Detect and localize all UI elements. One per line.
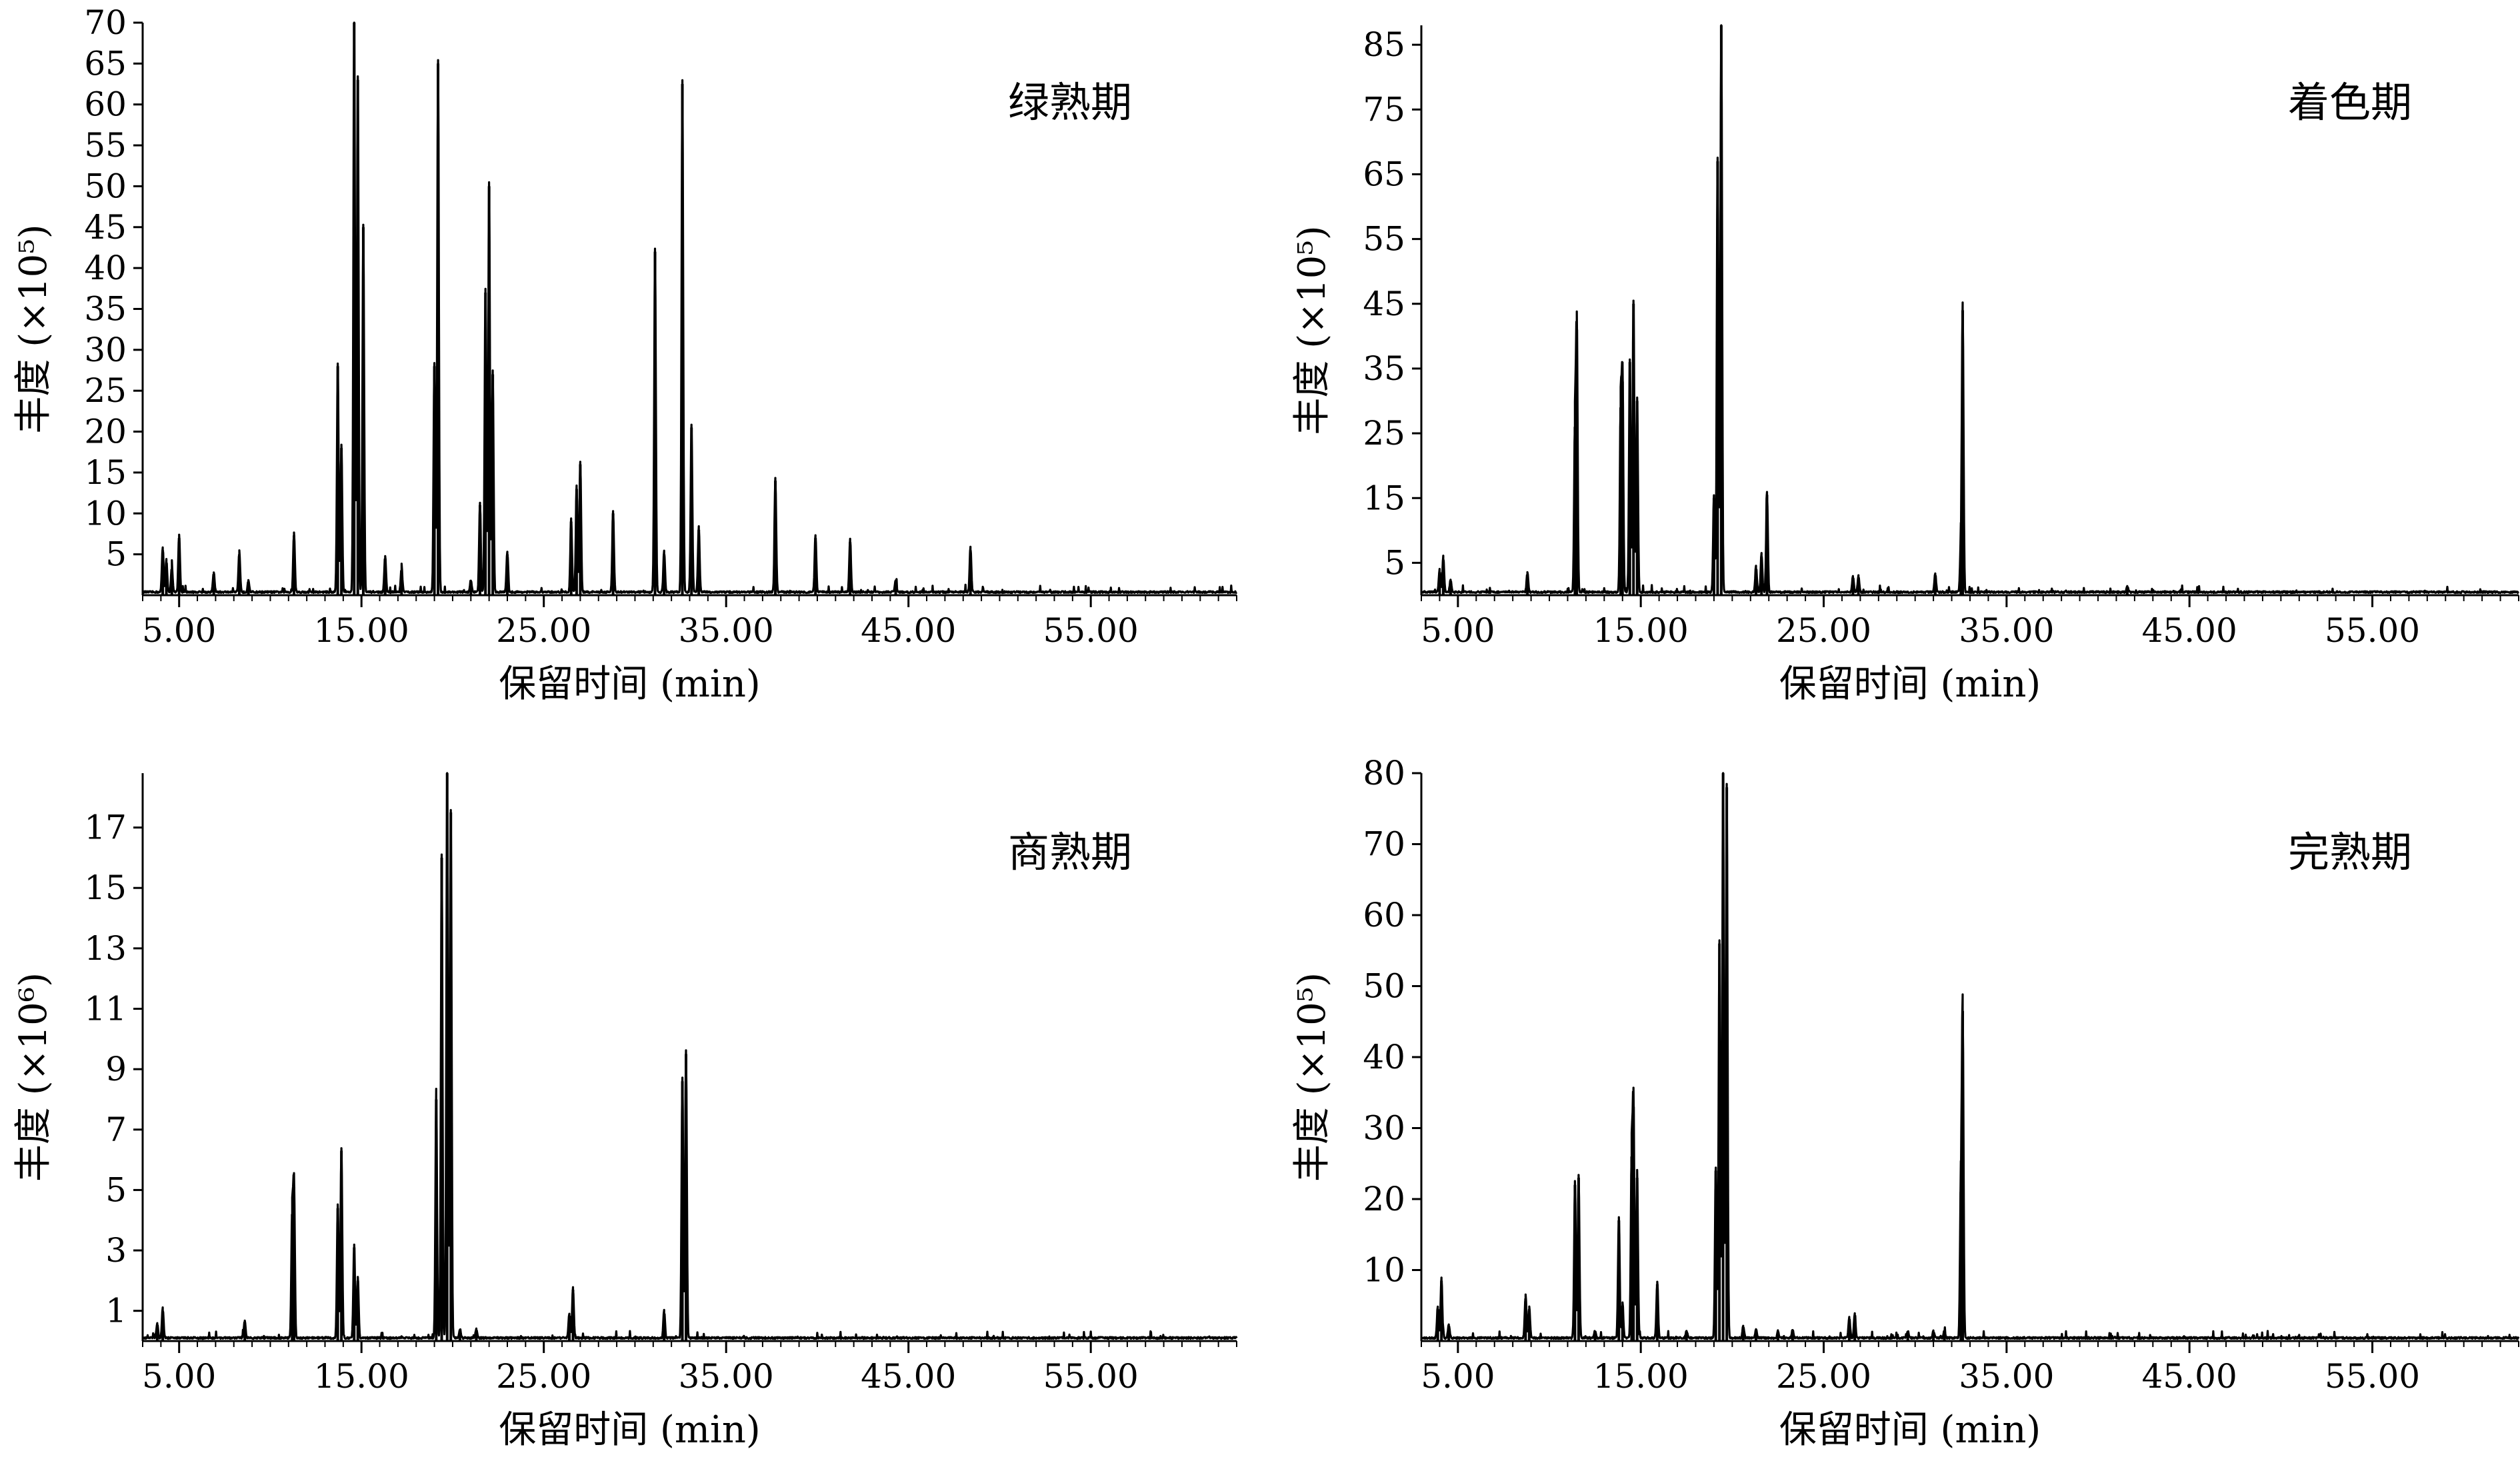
panel-title: 绿熟期 [1008, 78, 1132, 127]
y-axis-title: 丰度 (×10⁵) [1291, 972, 1334, 1182]
x-tick-label: 35.00 [1959, 1357, 2054, 1396]
y-tick-label: 35 [84, 290, 127, 329]
y-tick-label: 20 [84, 413, 127, 451]
y-tick-label: 40 [1363, 1038, 1405, 1076]
x-tick-label: 55.00 [2325, 1357, 2420, 1396]
x-tick-label: 45.00 [861, 611, 956, 650]
panel-title: 着色期 [2288, 78, 2412, 127]
x-tick-label: 35.00 [679, 1357, 774, 1396]
y-tick-label: 5 [1384, 543, 1405, 582]
panel-title: 完熟期 [2288, 828, 2412, 876]
y-tick-label: 55 [1363, 220, 1405, 259]
x-tick-label: 5.00 [142, 611, 216, 650]
panel-color-turning: 5 15 25 35 45 55 65 75 85 5.00 15.00 25.00 35.00 45.0… [1291, 24, 2519, 706]
x-tick-label: 15.00 [1593, 611, 1689, 650]
chromatogram-trace [141, 21, 1238, 595]
x-tick-label: 15.00 [1593, 1357, 1689, 1396]
y-tick-label: 60 [1363, 896, 1405, 934]
y-tick-label: 25 [1363, 414, 1405, 453]
y-tick-label: 15 [1363, 479, 1405, 517]
y-tick-label: 30 [1363, 1109, 1405, 1148]
x-tick-label: 35.00 [679, 611, 774, 650]
y-axis-title: 丰度 (×10⁵) [1291, 225, 1334, 435]
y-tick-label: 15 [84, 453, 127, 492]
y-tick-label: 60 [84, 85, 127, 124]
y-tick-label: 11 [84, 989, 127, 1028]
y-tick-label: 25 [84, 371, 127, 410]
x-tick-label: 45.00 [2142, 611, 2237, 650]
x-tick-label: 45.00 [2142, 1357, 2237, 1396]
y-tick-label: 17 [84, 808, 127, 847]
y-tick-label: 75 [1363, 90, 1405, 129]
y-tick-label: 45 [84, 208, 127, 247]
x-tick-label: 25.00 [496, 611, 591, 650]
y-tick-label: 50 [1363, 967, 1405, 1006]
y-tick-label: 13 [84, 929, 127, 968]
x-tick-label: 55.00 [1043, 1357, 1139, 1396]
y-tick-label: 85 [1363, 25, 1405, 64]
y-tick-label: 5 [105, 1170, 127, 1209]
y-tick-label: 30 [84, 331, 127, 369]
panel-title: 商熟期 [1008, 828, 1132, 876]
y-tick-label: 20 [1363, 1180, 1405, 1218]
x-axis-title: 保留时间 (min) [1779, 663, 2041, 706]
x-tick-label: 5.00 [1421, 1357, 1495, 1396]
x-tick-label: 55.00 [2325, 611, 2420, 650]
x-tick-label: 25.00 [1776, 611, 1871, 650]
x-tick-label: 55.00 [1043, 611, 1139, 650]
x-axis-title: 保留时间 (min) [1779, 1408, 2041, 1452]
y-tick-label: 55 [84, 126, 127, 165]
x-tick-label: 35.00 [1959, 611, 2054, 650]
y-tick-label: 35 [1363, 349, 1405, 388]
x-tick-label: 25.00 [1776, 1357, 1871, 1396]
y-tick-label: 50 [84, 167, 127, 205]
y-tick-label: 1 [105, 1292, 127, 1330]
x-axis-title: 保留时间 (min) [499, 663, 761, 706]
x-tick-label: 15.00 [314, 611, 409, 650]
y-tick-label: 15 [84, 868, 127, 907]
y-tick-label: 10 [1363, 1251, 1405, 1290]
y-tick-label: 70 [84, 3, 127, 42]
x-tick-label: 5.00 [142, 1357, 216, 1396]
y-tick-label: 80 [1363, 754, 1405, 792]
x-tick-label: 25.00 [496, 1357, 591, 1396]
y-axis-title: 丰度 (×10⁵) [12, 224, 55, 433]
y-tick-label: 7 [105, 1110, 127, 1149]
y-tick-label: 9 [105, 1050, 127, 1088]
y-axis-title: 丰度 (×10⁶) [12, 972, 55, 1182]
x-tick-label: 45.00 [861, 1357, 956, 1396]
x-axis-title: 保留时间 (min) [499, 1408, 761, 1452]
x-tick-label: 15.00 [314, 1357, 409, 1396]
y-tick-label: 5 [105, 535, 127, 574]
y-tick-label: 70 [1363, 825, 1405, 864]
x-tick-label: 5.00 [1421, 611, 1495, 650]
chromatogram-trace [1420, 24, 2519, 595]
y-tick-label: 65 [84, 44, 127, 83]
y-tick-label: 3 [105, 1231, 127, 1270]
y-tick-label: 10 [84, 494, 127, 533]
y-tick-label: 65 [1363, 155, 1405, 193]
panel-full-mature: 10 20 30 40 50 60 70 80 5.00 15.00 25.00 35.00 45.00… [1291, 754, 2520, 1452]
y-tick-label: 40 [84, 249, 127, 287]
y-tick-label: 45 [1363, 285, 1405, 323]
